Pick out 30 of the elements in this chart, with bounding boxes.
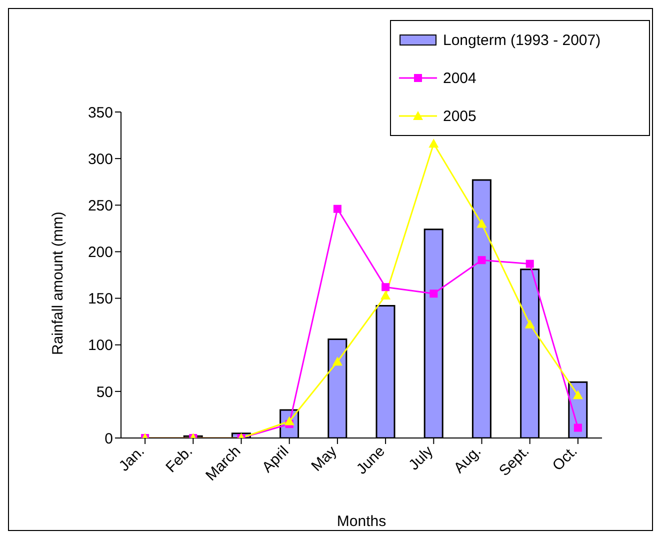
y-tick-label: 100 [88,337,113,354]
x-axis-title: Months [336,513,386,530]
legend-label: 2005 [443,108,476,124]
point [524,319,535,328]
point [430,290,438,298]
point [478,256,486,264]
y-tick-label: 250 [88,197,113,214]
x-tick-label: Aug. [450,442,485,477]
x-tick-label: July [406,442,437,474]
x-tick-label: May [308,442,341,475]
legend-label: Longterm (1993 - 2007) [443,32,601,48]
y-tick-label: 350 [88,104,113,122]
y-tick-label: 150 [88,290,113,308]
y-tick-label: 200 [88,244,113,262]
point [380,290,391,300]
y-tick-label: 0 [104,430,113,448]
x-tick-label: Feb. [162,442,196,476]
point [333,204,342,213]
point [382,283,390,292]
point [332,356,342,366]
point [572,390,583,400]
y-tick-label: 50 [96,384,113,401]
point [428,138,439,148]
y-tick-label: 300 [88,150,113,168]
x-tick-label: Jan. [116,442,148,475]
point [476,218,487,228]
legend-label: 2004 [443,70,476,86]
point [526,260,534,268]
x-tick-label: Oct. [549,442,581,474]
y-axis-title: Rainfall amount (mm) [49,212,66,355]
